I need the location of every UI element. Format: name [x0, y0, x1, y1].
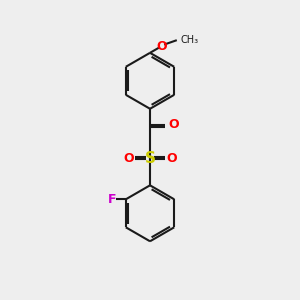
Text: S: S [145, 151, 155, 166]
Text: F: F [108, 193, 116, 206]
Text: O: O [156, 40, 166, 53]
Text: O: O [169, 118, 179, 131]
Text: O: O [123, 152, 134, 165]
Text: O: O [167, 152, 177, 165]
Text: CH₃: CH₃ [181, 35, 199, 45]
